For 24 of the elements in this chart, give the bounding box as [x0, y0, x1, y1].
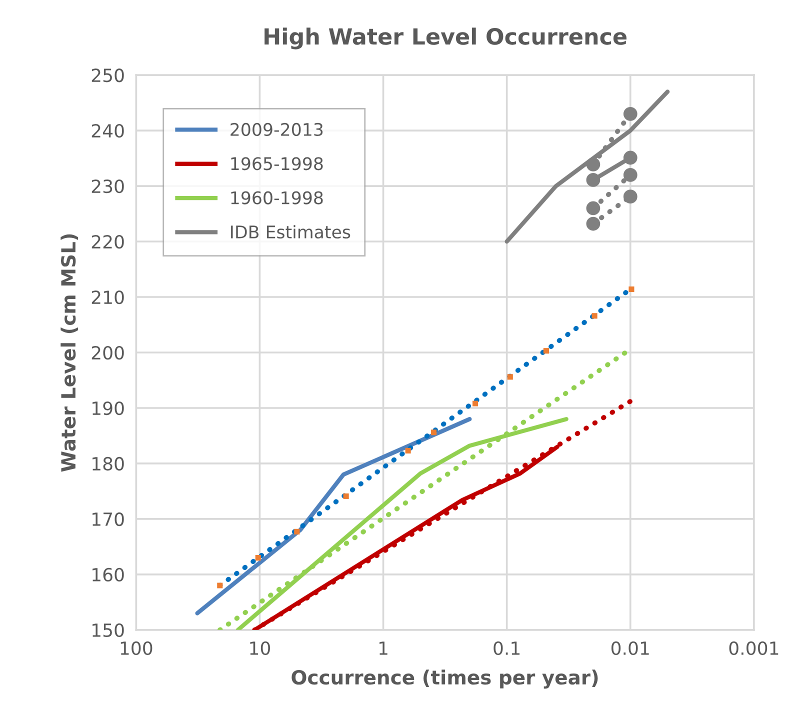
y-tick-label: 200 [92, 346, 124, 360]
chart-title: High Water Level Occurrence [264, 28, 626, 50]
y-tick-label: 190 [92, 401, 124, 416]
y-tick-label: 220 [92, 234, 124, 249]
y-tick-label: 250 [92, 68, 124, 82]
x-tick-label: 100 [120, 641, 152, 655]
legend-label: 2009-2013 [230, 122, 323, 136]
y-tick-label: 240 [92, 124, 124, 138]
y-axis-title: Water Level (cm MSL) [60, 234, 78, 472]
y-tick-label: 150 [92, 623, 124, 638]
x-tick-label: 1 [380, 642, 388, 655]
y-tick-label: 210 [92, 290, 124, 304]
x-axis-title: Occurrence (times per year) [292, 670, 598, 689]
y-tick-label: 160 [92, 568, 124, 582]
legend-label: IDB Estimates [231, 225, 350, 239]
y-tick-label: 230 [92, 180, 124, 194]
y-tick-label: 170 [92, 512, 124, 526]
x-tick-label: 0.1 [494, 641, 520, 655]
x-tick-label: 0.01 [611, 641, 649, 655]
y-tick-label: 180 [92, 456, 124, 471]
x-tick-label: 10 [250, 641, 270, 655]
legend-label: 1960-1998 [231, 191, 323, 204]
x-tick-label: 0.001 [729, 641, 778, 655]
legend-label: 1965-1998 [231, 157, 323, 170]
